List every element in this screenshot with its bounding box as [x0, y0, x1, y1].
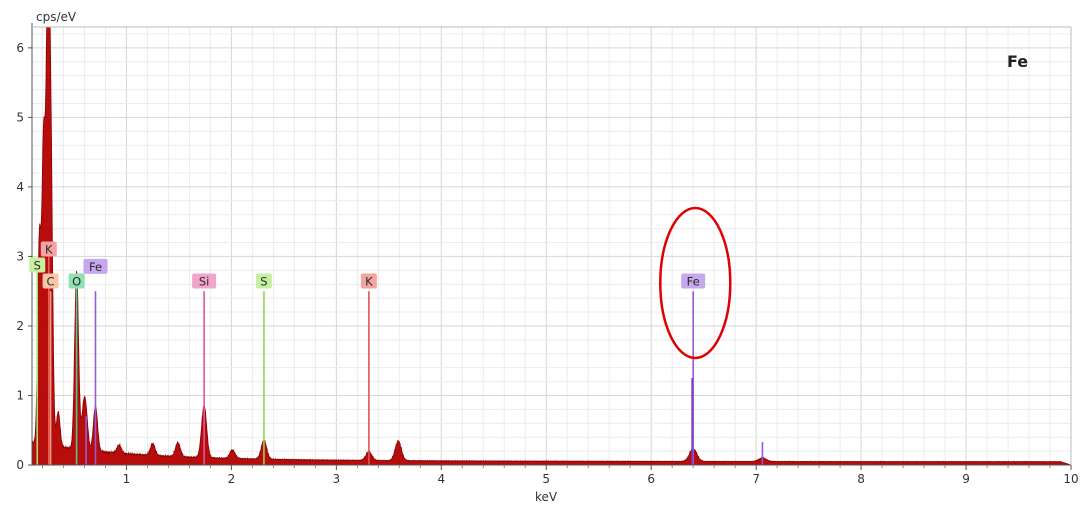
element-label-text: K [45, 242, 53, 256]
x-tick-label: 9 [962, 472, 970, 486]
y-tick-label: 2 [16, 319, 24, 333]
y-tick-label: 5 [16, 110, 24, 124]
element-marker-lines [36, 249, 764, 465]
y-tick-label: 0 [16, 458, 24, 472]
y-tick-label: 4 [16, 180, 24, 194]
element-label-text: Si [199, 274, 210, 288]
x-tick-label: 1 [123, 472, 131, 486]
element-label-box [42, 273, 59, 289]
element-label-s: S [255, 273, 272, 289]
element-label-box [255, 273, 272, 289]
x-tick-label: 2 [228, 472, 236, 486]
element-label-c: C [42, 273, 59, 289]
element-label-box [40, 241, 57, 257]
element-label-text: K [365, 274, 373, 288]
element-label-text: C [47, 274, 55, 288]
element-label-k: K [40, 241, 57, 257]
y-axis-title: cps/eV [36, 10, 77, 24]
element-label-fe: Fe [83, 258, 108, 274]
element-label-text: Fe [89, 260, 102, 274]
element-label-text: Fe [687, 274, 700, 288]
element-label-box [192, 273, 217, 289]
x-tick-label: 6 [647, 472, 655, 486]
element-label-box [29, 257, 46, 273]
element-label-text: O [72, 274, 81, 288]
element-title: Fe [1007, 52, 1028, 71]
axes: 1 2 3 4 5 6 7 8 9 10 0 1 2 3 4 5 6 [16, 23, 1079, 486]
element-label-s: S [29, 257, 46, 273]
element-label-box [360, 273, 377, 289]
element-label-o: O [68, 273, 85, 289]
element-label-box [83, 258, 108, 274]
element-label-text: S [260, 274, 267, 288]
grid [32, 27, 1072, 465]
element-label-si: Si [192, 273, 217, 289]
x-axis-title: keV [535, 490, 558, 504]
element-label-fe: Fe [681, 273, 706, 289]
y-tick-label: 3 [16, 249, 24, 263]
y-tick-label: 1 [16, 388, 24, 402]
x-tick-label: 5 [542, 472, 550, 486]
highlight-ellipse [659, 206, 732, 360]
x-tick-label: 10 [1063, 472, 1078, 486]
element-label-text: S [34, 258, 41, 272]
element-label-k: K [360, 273, 377, 289]
y-tick-label: 6 [16, 41, 24, 55]
x-tick-label: 4 [437, 472, 445, 486]
highlight-layer [659, 206, 732, 360]
x-tick-label: 7 [752, 472, 760, 486]
x-tick-label: 3 [333, 472, 341, 486]
element-label-box [681, 273, 706, 289]
x-tick-label: 8 [857, 472, 865, 486]
element-label-box [68, 273, 85, 289]
